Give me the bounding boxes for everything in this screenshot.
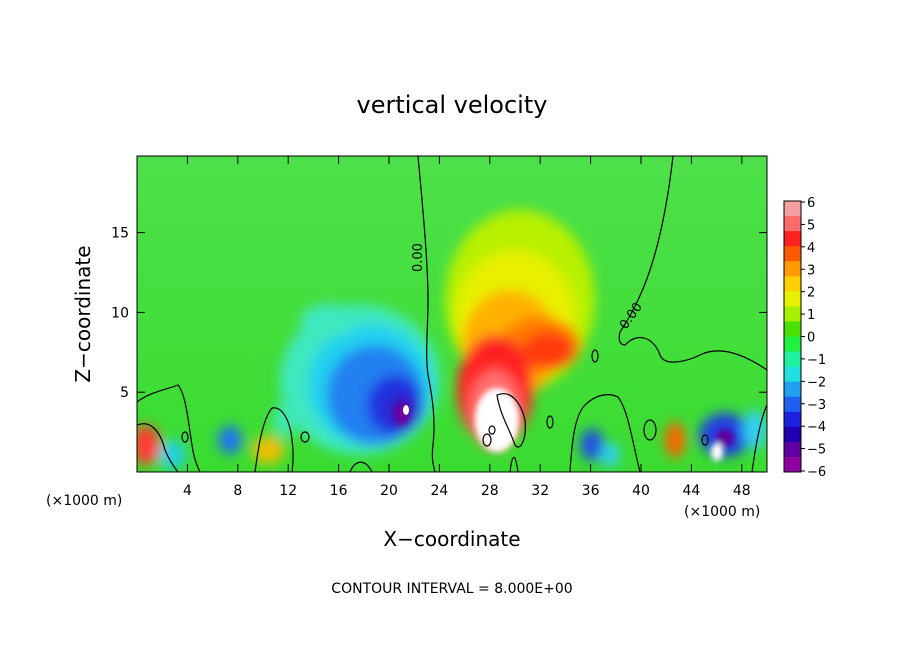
colorbar-label: −2 (807, 375, 826, 390)
contour-zero-bottom-left (137, 384, 201, 472)
contour-label-left: 0.00 (411, 243, 426, 272)
field-cyan-38 (600, 443, 620, 467)
colorbar-label: −4 (807, 420, 826, 435)
colorbar-label: 0 (807, 331, 815, 346)
field-cores (395, 388, 734, 461)
colorbar-swatch (784, 276, 801, 292)
x-tick-label: 32 (531, 483, 549, 499)
x-tick-label: 36 (582, 483, 600, 499)
field-purple-46 (716, 429, 734, 447)
contour-small-4 (546, 415, 554, 429)
colorbar-swatch (784, 291, 801, 307)
x-tick-label: 20 (380, 483, 398, 499)
contour-zero-36 (569, 394, 641, 472)
x-tick-label: 40 (632, 483, 650, 499)
colorbar-swatch (784, 456, 801, 473)
contour-small-7 (643, 419, 657, 441)
colorbar-swatch (784, 261, 801, 277)
colorbar-swatch (784, 336, 801, 353)
field-cyan-49 (743, 410, 767, 450)
y-ticks: 5 10 15 (111, 226, 767, 401)
zero-contours (137, 156, 767, 472)
field-white-46 (711, 443, 723, 461)
contour-zero-main (417, 156, 436, 472)
colorbar-swatch (784, 426, 801, 443)
colorbar-label: 6 (807, 196, 815, 211)
colorbar-label: 2 (807, 286, 815, 301)
field-left-cyan (158, 440, 186, 470)
x-ticks: 4 8 12 16 20 24 28 32 36 40 44 48 (183, 156, 751, 499)
colorbar-swatch (784, 246, 801, 262)
contour-bottom-30 (509, 456, 519, 472)
plot-frame (136, 155, 768, 473)
x-unit-left: (×1000 m) (46, 493, 122, 509)
colorbar-label: −6 (807, 465, 826, 480)
field-upper-red (522, 332, 574, 368)
colorbar-swatch (784, 231, 801, 247)
colorbar-label: −5 (807, 443, 826, 458)
field-blue-8 (218, 426, 242, 454)
field-blue-36 (580, 429, 604, 461)
colorbar-swatch (784, 201, 801, 217)
colorbar: 6 5 4 3 2 1 0 −1 −2 −3 −4 −5 −6 (783, 196, 826, 480)
plot-area: 0.00 0.00 (137, 156, 767, 472)
colorbar-label: 4 (807, 241, 815, 256)
contour-zero-right (618, 156, 767, 371)
colorbar-swatch (784, 306, 801, 322)
x-tick-label: 12 (279, 483, 297, 499)
colorbar-swatch (784, 351, 801, 368)
field-cyan-top (300, 304, 360, 336)
chart-title: vertical velocity (357, 91, 548, 119)
x-tick-label: 48 (733, 483, 751, 499)
y-tick-label: 10 (111, 305, 129, 321)
colorbar-swatch (784, 381, 801, 398)
contour-left-edge (137, 423, 179, 472)
contour-zero-12 (254, 407, 294, 472)
contour-small-3 (591, 349, 599, 363)
field-white-core (475, 388, 519, 452)
contour-bottom-20 (349, 461, 373, 472)
contour-core (496, 393, 526, 448)
colorbar-swatch (784, 216, 801, 232)
colorbar-label: 1 (807, 308, 815, 323)
field-left-red (137, 425, 160, 465)
field-cyan-12 (273, 402, 297, 438)
x-tick-label: 8 (233, 483, 242, 499)
y-tick-label: 5 (120, 385, 129, 401)
x-tick-label: 28 (481, 483, 499, 499)
x-tick-label: 24 (430, 483, 448, 499)
colorbar-label: 5 (807, 218, 815, 233)
contour-interval-footer: CONTOUR INTERVAL = 8.000E+00 (331, 581, 572, 597)
contour-small-2 (488, 425, 496, 435)
y-tick-label: 15 (111, 226, 129, 242)
x-axis-label: X−coordinate (383, 527, 520, 551)
x-tick-label: 44 (682, 483, 700, 499)
colorbar-swatch (784, 366, 801, 383)
field-orange-43 (665, 422, 685, 458)
colorbar-swatch (784, 321, 801, 337)
colorbar-swatch (784, 396, 801, 413)
contour-small-1 (482, 433, 492, 447)
x-tick-label: 16 (330, 483, 348, 499)
contour-small-5 (181, 431, 189, 443)
colorbar-label: 3 (807, 263, 815, 278)
contour-small-8 (701, 434, 709, 446)
contour-right-edge (751, 404, 767, 472)
contour-small-6 (300, 431, 310, 443)
colorbar-label: −3 (807, 398, 826, 413)
colorbar-swatch (784, 441, 801, 458)
x-tick-label: 4 (183, 483, 192, 499)
y-axis-label: Z−coordinate (71, 245, 95, 382)
field-white-21 (403, 405, 409, 415)
colorbar-label: −1 (807, 353, 826, 368)
x-unit-right: (×1000 m) (684, 504, 760, 520)
colorbar-swatch (784, 411, 801, 428)
